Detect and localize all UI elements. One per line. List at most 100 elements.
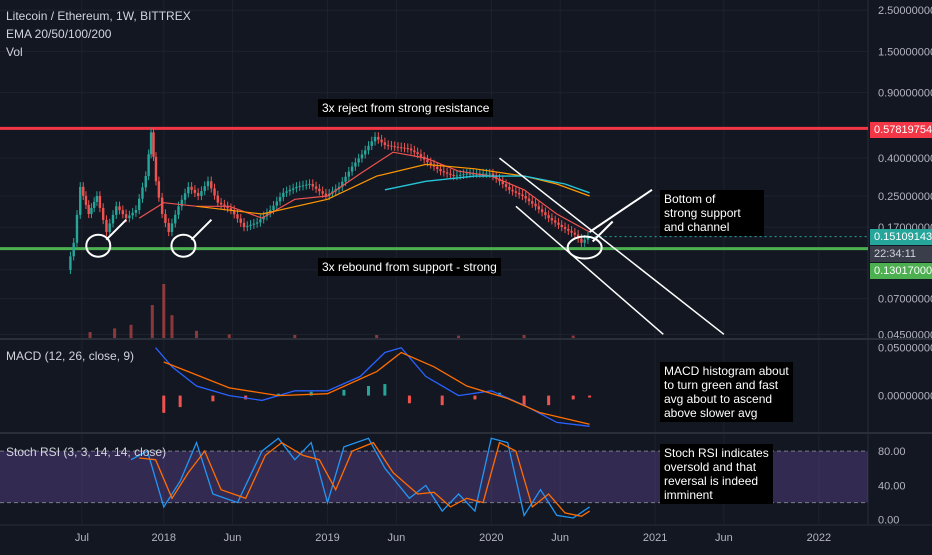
volume-bar [170, 315, 174, 338]
rebound-circle [170, 233, 197, 258]
candle-body [567, 228, 570, 231]
candle-body [570, 230, 573, 233]
stoch-rsi-legend: Stoch RSI (3, 3, 14, 14, close) [6, 445, 167, 459]
candle-body [318, 188, 321, 192]
candle-body [357, 158, 360, 163]
macd-histogram-bar [178, 395, 182, 408]
price-axis-label: 0.07000000 [878, 294, 932, 306]
candle-body [508, 186, 511, 190]
candle-body [481, 173, 485, 175]
candle-body [341, 181, 344, 187]
price-axis-label: 2.50000000 [878, 5, 932, 17]
macd-histogram-bar [162, 395, 166, 413]
candle-body [527, 198, 531, 202]
volume-bar [129, 324, 133, 338]
macd-histogram-bar [342, 389, 346, 396]
candle-body [439, 168, 442, 172]
volume-bar [571, 335, 575, 338]
candle-body [246, 225, 249, 228]
candle-body [92, 201, 96, 208]
candle-body [400, 147, 403, 149]
candle-body [75, 214, 79, 243]
candle-body [187, 186, 190, 194]
price-axis-label: 0.25000000 [878, 191, 932, 203]
channel-lower-line [515, 205, 664, 335]
candle-body [98, 195, 102, 208]
candle-body [152, 132, 155, 157]
bottom-annotation: Bottom of strong support and channel [660, 190, 764, 236]
candle-body [278, 197, 282, 202]
candle-body [364, 150, 367, 155]
candle-body [255, 222, 259, 224]
bar-countdown-tag: 22:34:11 [870, 246, 932, 262]
time-axis-label: 2019 [315, 532, 339, 544]
candle-body [72, 242, 75, 257]
time-axis-label: Jun [551, 532, 569, 544]
candle-body [429, 162, 432, 165]
candle-body [495, 176, 498, 179]
bottom-arrow [589, 188, 653, 233]
stoch-annotation: Stoch RSI indicates oversold and that re… [660, 444, 773, 504]
current-price-tag: 0.15109143 [870, 229, 932, 245]
candle-body [360, 154, 364, 159]
candle-body [308, 184, 311, 186]
candle-body [583, 239, 586, 243]
ema-fast-line [138, 151, 590, 233]
candle-body [79, 186, 82, 215]
candle-body [157, 181, 161, 198]
candle-body [350, 166, 354, 172]
candle-body [344, 176, 347, 182]
resistance-price-tag: 0.57819754 [870, 122, 932, 138]
candle-body [190, 186, 193, 190]
candle-body [485, 173, 488, 175]
time-axis-label: 2020 [479, 532, 503, 544]
macd-histogram-bar [407, 395, 411, 404]
candle-body [521, 194, 524, 196]
candle-body [206, 181, 210, 187]
volume-bar [227, 334, 231, 338]
volume-bar [195, 330, 199, 338]
ema-legend: EMA 20/50/100/200 [6, 27, 112, 41]
candle-body [373, 136, 377, 142]
candle-body [377, 136, 380, 140]
candle-body [531, 201, 534, 204]
candle-body [193, 189, 197, 193]
candle-body [275, 201, 278, 206]
time-axis-label: Jun [387, 532, 405, 544]
time-axis-label: 2018 [152, 532, 176, 544]
candle-body [560, 224, 563, 228]
volume-bar [88, 332, 92, 338]
candle-body [90, 207, 93, 214]
candle-body [419, 154, 423, 157]
candle-body [134, 210, 138, 213]
candle-body [298, 186, 301, 188]
candle-body [177, 206, 180, 215]
price-axis-label: 1.50000000 [878, 46, 932, 58]
candle-body [223, 204, 226, 207]
candle-body [563, 227, 567, 229]
volume-bar [150, 305, 154, 338]
candle-body [301, 185, 305, 187]
candle-body [183, 193, 187, 200]
candle-body [124, 214, 128, 219]
candle-body [226, 206, 229, 209]
candle-body [69, 256, 72, 270]
time-axis-label: Jul [75, 532, 89, 544]
candle-body [174, 214, 177, 224]
resistance-annotation: 3x reject from strong resistance [318, 99, 494, 117]
candle-body [216, 195, 220, 203]
stoch-annotation-line-1: Stoch RSI indicates [664, 446, 769, 460]
candle-body [426, 159, 429, 163]
candle-body [491, 173, 495, 177]
candle-body [314, 186, 318, 189]
candle-body [144, 176, 147, 188]
macd-histogram-bar [276, 393, 280, 396]
macd-axis-label: 0.05000000 [878, 343, 932, 355]
candle-body [540, 209, 544, 213]
stoch-axis-label: 80.00 [878, 446, 906, 458]
candle-body [442, 171, 446, 173]
stoch-axis-label: 0.00 [878, 515, 899, 527]
macd-axis-label: 0.00000000 [878, 391, 932, 403]
price-axis-label: 0.90000000 [878, 88, 932, 100]
candle-body [167, 222, 170, 232]
